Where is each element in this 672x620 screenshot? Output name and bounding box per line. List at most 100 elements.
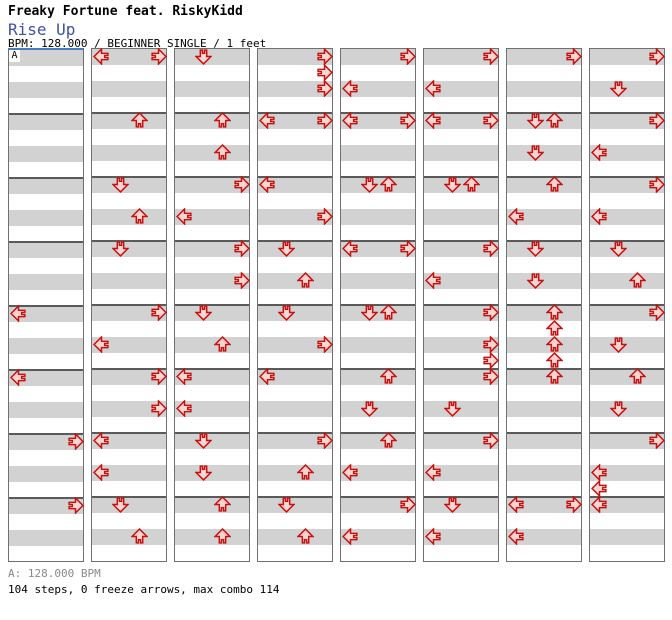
arrow-up-icon — [546, 112, 563, 129]
arrow-left-icon — [591, 144, 608, 161]
measure-separator — [507, 496, 581, 498]
arrow-right-icon — [482, 304, 499, 321]
arrow-up-icon — [297, 272, 314, 289]
arrow-up-icon — [546, 176, 563, 193]
arrow-right-icon — [316, 64, 333, 81]
arrow-right-icon — [482, 368, 499, 385]
measure-separator — [9, 305, 83, 307]
arrow-right-icon — [648, 48, 665, 65]
arrow-down-icon — [278, 304, 295, 321]
measure-separator — [258, 240, 332, 242]
measure-separator — [92, 368, 166, 370]
arrow-left-icon — [425, 80, 442, 97]
arrow-right-icon — [150, 304, 167, 321]
arrow-left-icon — [591, 464, 608, 481]
measure-panel — [174, 48, 250, 562]
measure-separator — [9, 113, 83, 115]
measure-panel: A — [8, 48, 84, 562]
measure-separator — [92, 112, 166, 114]
measure-separator — [341, 368, 415, 370]
arrow-up-icon — [214, 528, 231, 545]
measure-separator — [258, 112, 332, 114]
measure-separator — [507, 304, 581, 306]
song-title: Rise Up — [8, 20, 76, 39]
measure-separator — [92, 304, 166, 306]
arrow-up-icon — [546, 352, 563, 369]
arrow-left-icon — [93, 48, 110, 65]
arrow-right-icon — [67, 433, 84, 450]
arrow-down-icon — [527, 272, 544, 289]
arrow-right-icon — [316, 208, 333, 225]
measure-separator — [590, 176, 664, 178]
measure-panel — [257, 48, 333, 562]
arrow-right-icon — [482, 112, 499, 129]
measure-panel — [506, 48, 582, 562]
arrow-left-icon — [259, 176, 276, 193]
arrow-down-icon — [610, 336, 627, 353]
arrow-down-icon — [195, 464, 212, 481]
arrow-left-icon — [342, 528, 359, 545]
measure-panel — [589, 48, 665, 562]
measure-separator — [175, 176, 249, 178]
arrow-right-icon — [482, 240, 499, 257]
arrow-right-icon — [150, 400, 167, 417]
measure-separator — [258, 304, 332, 306]
arrow-down-icon — [112, 240, 129, 257]
arrow-up-icon — [463, 176, 480, 193]
arrow-left-icon — [342, 240, 359, 257]
arrow-up-icon — [546, 368, 563, 385]
measure-separator — [341, 432, 415, 434]
arrow-right-icon — [233, 272, 250, 289]
arrow-up-icon — [131, 112, 148, 129]
arrow-left-icon — [342, 112, 359, 129]
chart-meta: BPM: 128.000 / BEGINNER SINGLE / 1 feet — [8, 37, 267, 50]
arrow-left-icon — [425, 112, 442, 129]
measure-separator — [9, 369, 83, 371]
measure-panel — [340, 48, 416, 562]
step-chart: A — [0, 48, 672, 564]
measure-separator — [590, 240, 664, 242]
measure-separator — [258, 432, 332, 434]
arrow-right-icon — [482, 48, 499, 65]
measure-separator — [9, 241, 83, 243]
measure-separator — [507, 240, 581, 242]
arrow-up-icon — [131, 208, 148, 225]
measure-separator — [92, 432, 166, 434]
measure-separator — [507, 112, 581, 114]
arrow-down-icon — [444, 400, 461, 417]
measure-separator — [175, 304, 249, 306]
arrow-left-icon — [342, 464, 359, 481]
arrow-left-icon — [591, 496, 608, 513]
arrow-left-icon — [176, 368, 193, 385]
measure-separator — [341, 496, 415, 498]
measure-separator — [258, 176, 332, 178]
arrow-up-icon — [297, 528, 314, 545]
arrow-left-icon — [425, 464, 442, 481]
measure-separator — [9, 177, 83, 179]
arrow-down-icon — [195, 432, 212, 449]
arrow-down-icon — [278, 496, 295, 513]
arrow-right-icon — [482, 336, 499, 353]
arrow-down-icon — [527, 112, 544, 129]
measure-separator — [92, 240, 166, 242]
arrow-right-icon — [565, 48, 582, 65]
arrow-left-icon — [93, 336, 110, 353]
arrow-right-icon — [316, 48, 333, 65]
measure-panel — [91, 48, 167, 562]
arrow-down-icon — [527, 144, 544, 161]
arrow-left-icon — [93, 464, 110, 481]
measure-separator — [341, 176, 415, 178]
arrow-left-icon — [259, 368, 276, 385]
arrow-right-icon — [316, 80, 333, 97]
arrow-down-icon — [361, 304, 378, 321]
arrow-up-icon — [546, 304, 563, 321]
arrow-down-icon — [195, 48, 212, 65]
arrow-right-icon — [316, 336, 333, 353]
measure-separator — [424, 240, 498, 242]
arrow-right-icon — [482, 352, 499, 369]
arrow-down-icon — [610, 240, 627, 257]
measure-separator — [258, 368, 332, 370]
arrow-up-icon — [297, 464, 314, 481]
measure-separator — [341, 112, 415, 114]
arrow-right-icon — [648, 112, 665, 129]
